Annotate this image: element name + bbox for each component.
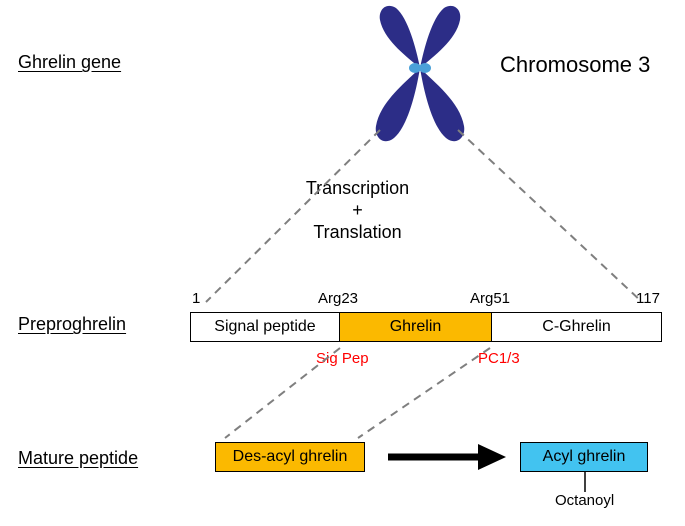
chromosome-icon xyxy=(376,6,465,141)
enzyme-pc13: PC1/3 xyxy=(478,350,520,367)
process-transcription: Transcription xyxy=(15,178,685,199)
pos-1: 1 xyxy=(192,290,200,307)
row-label-gene: Ghrelin gene xyxy=(18,52,121,73)
octanoyl-label: Octanoyl xyxy=(555,492,614,509)
chromosome-label: Chromosome 3 xyxy=(500,52,650,78)
row-label-mature: Mature peptide xyxy=(18,448,138,469)
process-plus: + xyxy=(15,200,685,221)
box-acyl-ghrelin: Acyl ghrelin xyxy=(520,442,648,472)
segment-signal-peptide: Signal peptide xyxy=(190,312,340,342)
pos-117: 117 xyxy=(636,290,660,307)
segment-ghrelin: Ghrelin xyxy=(339,312,492,342)
pos-arg51: Arg51 xyxy=(470,290,510,307)
pos-arg23: Arg23 xyxy=(318,290,358,307)
process-translation: Translation xyxy=(15,222,685,243)
dash-bottom-right xyxy=(358,348,490,438)
enzyme-sigpep: Sig Pep xyxy=(316,350,369,367)
arrow-icon xyxy=(388,444,506,470)
row-label-preproghrelin: Preproghrelin xyxy=(18,314,126,335)
segment-c-ghrelin: C-Ghrelin xyxy=(491,312,662,342)
box-desacyl-ghrelin: Des-acyl ghrelin xyxy=(215,442,365,472)
